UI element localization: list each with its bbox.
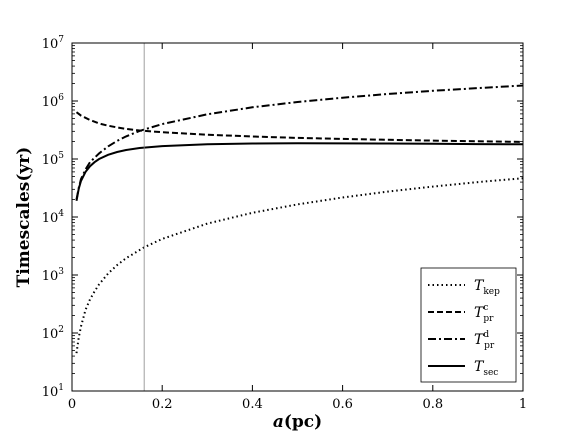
y-tick-labels: 101 102 103 104 105 106 107 xyxy=(42,35,65,400)
y-tick-label: 104 xyxy=(42,209,65,226)
legend-box xyxy=(420,267,517,383)
legend-label-0: Tkep xyxy=(474,278,500,297)
series-line-0 xyxy=(75,177,524,354)
legend-label-3: Tsec xyxy=(474,359,498,378)
x-axis-label: a(pc) xyxy=(273,412,322,432)
y-tick-label: 107 xyxy=(42,35,65,52)
series-lines xyxy=(75,84,524,354)
x-tick-label: 0 xyxy=(68,397,76,412)
x-axis-symbol: a xyxy=(273,412,284,432)
x-tick-label: 1 xyxy=(519,397,527,412)
y-tick-label: 102 xyxy=(42,325,64,342)
y-tick-label: 106 xyxy=(42,93,65,110)
y-tick-label: 105 xyxy=(42,151,65,168)
x-tick-labels: 0 0.2 0.4 0.6 0.8 1 xyxy=(68,397,527,412)
legend-label-2: Td pr xyxy=(474,330,495,351)
series-line-1 xyxy=(75,111,524,143)
series-line-3 xyxy=(75,142,524,201)
series-line-2 xyxy=(75,84,524,200)
legend-label-1: Tc pr xyxy=(474,303,494,324)
x-tick-label: 0.6 xyxy=(332,397,353,412)
axis-ticks xyxy=(71,42,524,392)
x-tick-label: 0.8 xyxy=(422,397,443,412)
x-axis-unit: (pc) xyxy=(284,412,322,432)
x-tick-label: 0.4 xyxy=(242,397,263,412)
y-tick-label: 103 xyxy=(42,267,65,284)
legend: Tkep Tc pr Td pr Tsec xyxy=(420,267,517,383)
y-axis-label: Timescales(yr) xyxy=(14,147,34,288)
x-tick-label: 0.2 xyxy=(152,397,173,412)
y-tick-label: 101 xyxy=(42,383,64,400)
